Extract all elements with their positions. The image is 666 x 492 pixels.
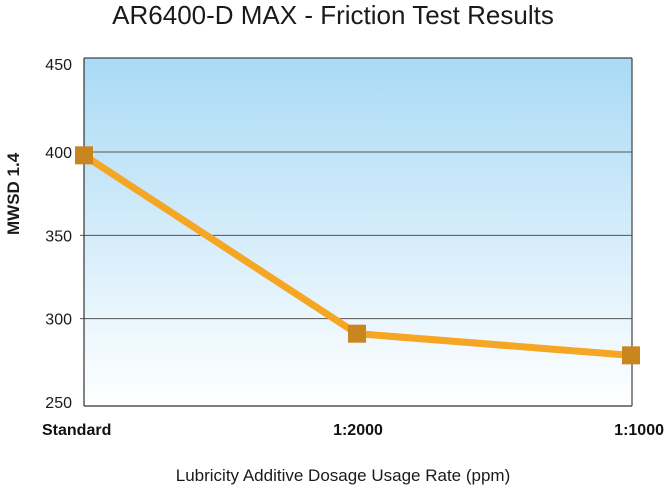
square-marker-icon xyxy=(348,324,366,343)
data-markers xyxy=(75,146,640,365)
plot-area xyxy=(84,58,632,406)
x-axis-label: Lubricity Additive Dosage Usage Rate (pp… xyxy=(175,466,511,485)
y-tick-label: 250 xyxy=(45,395,72,412)
gridlines xyxy=(80,151,632,320)
square-marker-icon xyxy=(622,346,640,365)
chart-title: AR6400-D MAX - Friction Test Results xyxy=(112,0,554,30)
y-tick-label: 300 xyxy=(45,312,72,329)
x-category-label: 1:1000 xyxy=(614,422,664,439)
y-tick-label: 350 xyxy=(45,228,72,245)
square-marker-icon xyxy=(75,146,93,165)
y-tick-label: 400 xyxy=(45,145,72,162)
x-axis-categories: Standard 1:2000 1:1000 xyxy=(42,422,664,439)
x-category-label: Standard xyxy=(42,422,111,439)
y-tick-label: 450 xyxy=(45,57,72,74)
y-axis-ticks: 250 300 350 400 450 xyxy=(45,57,72,412)
x-category-label: 1:2000 xyxy=(333,422,383,439)
